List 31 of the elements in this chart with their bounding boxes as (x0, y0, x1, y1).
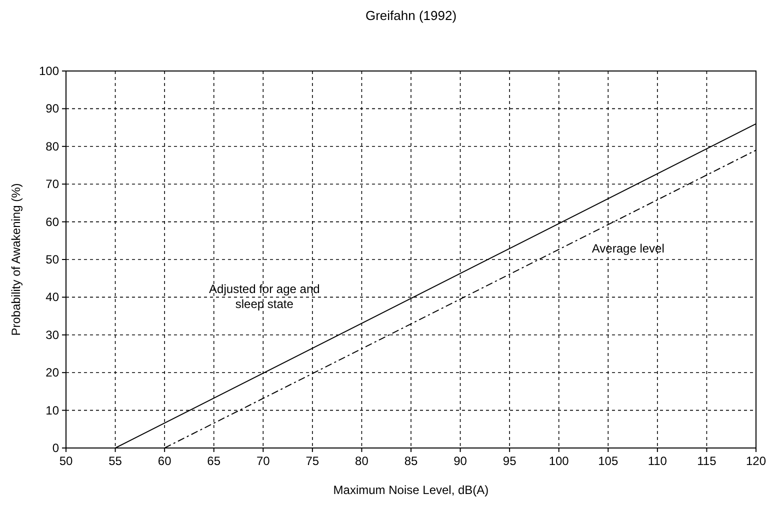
x-tick-label: 95 (502, 454, 517, 468)
y-tick-label: 30 (46, 328, 60, 342)
x-tick-label: 85 (404, 454, 418, 468)
y-tick-label: 60 (46, 214, 60, 229)
x-axis-title: Maximum Noise Level, dB(A) (333, 483, 489, 497)
text: Adjusted for age and sleep state (209, 282, 320, 312)
x-tick-label: 70 (256, 454, 270, 468)
x-tick-label: 50 (59, 454, 73, 468)
x-tick-label: 65 (207, 454, 221, 468)
y-tick-label: 20 (46, 366, 60, 380)
y-tick-label: 80 (46, 139, 60, 154)
x-tick-label: 115 (697, 454, 717, 468)
series-label: Average level (592, 242, 664, 256)
y-tick-label: 10 (46, 403, 60, 418)
x-tick-label: 120 (746, 454, 766, 468)
x-tick-label: 75 (306, 454, 320, 468)
y-tick-label: 40 (46, 290, 60, 304)
y-tick-label: 70 (46, 177, 60, 192)
y-tick-label: 100 (38, 64, 60, 78)
chart-title: Greifahn (1992) (365, 8, 457, 23)
x-tick-label: 90 (454, 454, 468, 468)
x-tick-label: 110 (648, 454, 668, 468)
y-tick-label: 0 (52, 441, 60, 455)
y-tick-label: 50 (46, 252, 60, 266)
x-tick-label: 105 (598, 454, 618, 468)
y-axis-title: Probability of Awakening (%) (9, 183, 23, 336)
x-tick-label: 60 (158, 454, 172, 468)
y-tick-label: 90 (46, 102, 60, 116)
x-tick-label: 80 (355, 454, 369, 468)
x-tick-label: 100 (548, 454, 570, 468)
x-tick-label: 55 (108, 454, 122, 468)
